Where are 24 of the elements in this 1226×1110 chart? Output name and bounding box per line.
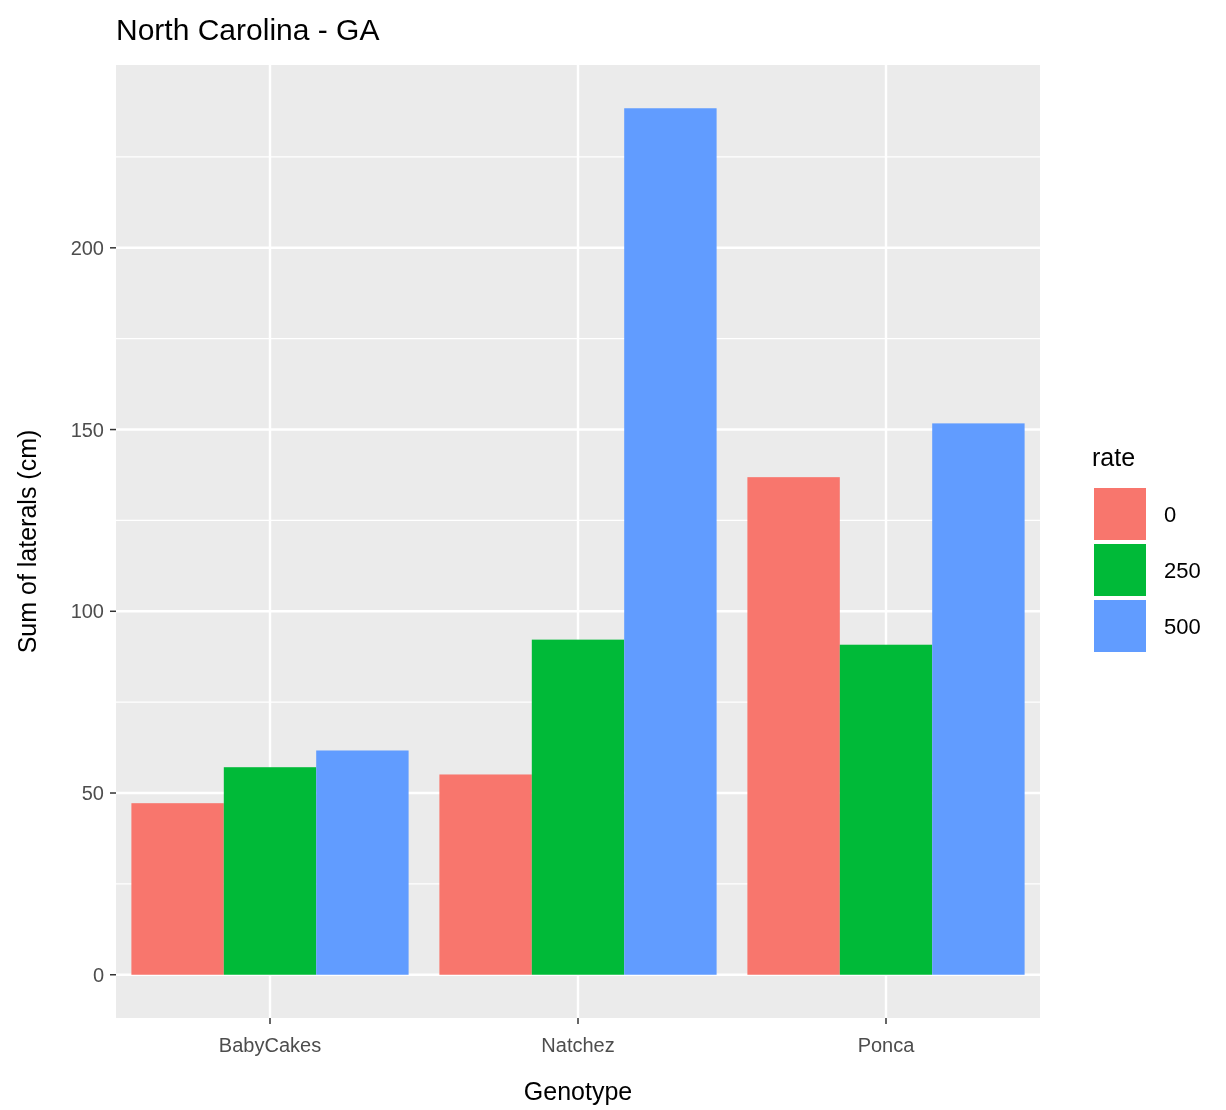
x-tick-label: Natchez [541,1034,615,1056]
bar [747,477,840,975]
bar [531,639,625,975]
legend-label: 500 [1164,613,1201,639]
y-tick-label: 0 [92,963,104,986]
y-axis-title: Sum of laterals (cm) [13,429,41,654]
legend-title: rate [1092,443,1136,471]
y-tick-label: 50 [81,782,104,805]
bar [839,644,933,975]
bar [223,767,317,975]
bar [316,750,409,975]
y-tick-label: 100 [70,600,104,623]
bar [932,423,1025,975]
y-tick-label: 200 [70,236,104,259]
bar [624,108,717,975]
bar [131,803,224,975]
chart-title: North Carolina - GA [116,13,380,46]
x-tick-label: BabyCakes [218,1034,322,1056]
y-tick-label: 150 [70,418,104,441]
x-axis-title: Genotype [523,1077,633,1105]
legend-label: 0 [1164,501,1177,527]
bar [439,774,532,975]
x-tick-label: Ponca [857,1034,916,1056]
legend-label: 250 [1164,557,1201,583]
